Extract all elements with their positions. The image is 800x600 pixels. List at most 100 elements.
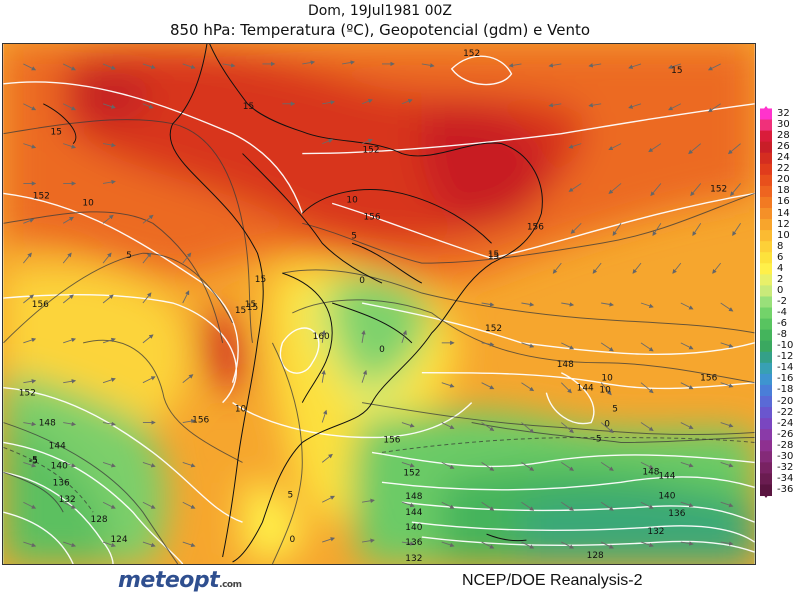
color-scale-label: -6: [777, 318, 787, 330]
color-scale-swatch: [760, 384, 772, 397]
color-scale-swatch: [760, 340, 772, 353]
color-scale-bottom-arrow: [760, 490, 772, 498]
color-scale-swatch: [760, 163, 772, 176]
color-scale-swatch: [760, 351, 772, 364]
color-scale-swatch: [760, 285, 772, 297]
color-scale-label: -8: [777, 329, 787, 341]
geopotential-label: 156: [192, 416, 209, 426]
color-scale-label: 12: [777, 218, 790, 230]
geopotential-label: 156: [363, 212, 380, 222]
color-scale-swatch: [760, 307, 772, 320]
freezing-contours: [3, 436, 755, 513]
color-scale-label: -34: [777, 472, 794, 484]
color-scale-swatch: [760, 429, 772, 441]
temperature-label: 5: [287, 490, 293, 500]
geopotential-label: 140: [405, 523, 422, 533]
temperature-label: 10: [346, 195, 358, 205]
color-scale-swatch: [760, 152, 772, 165]
color-scale-label: 10: [777, 229, 790, 241]
geopotential-label: 160: [313, 332, 330, 342]
geopotential-label: 136: [53, 478, 70, 488]
color-scale-label: -32: [777, 461, 794, 473]
color-scale-label: -30: [777, 450, 794, 462]
geopotential-label: 144: [658, 471, 675, 481]
color-scale-label: -18: [777, 384, 794, 396]
geopotential-label: 136: [668, 509, 685, 519]
color-scale-label: -2: [777, 296, 787, 307]
geopotential-label: 144: [49, 441, 66, 451]
color-scale-label: -14: [777, 362, 794, 374]
color-scale-swatch: [760, 473, 772, 485]
temperature-label: -5: [593, 434, 602, 444]
coastlines: [43, 44, 543, 563]
color-scale-swatch: [760, 208, 772, 220]
color-scale-label: 2: [777, 273, 784, 285]
color-scale-swatch: [760, 119, 772, 132]
color-scale-label: -36: [777, 484, 794, 495]
geopotential-label: 148: [557, 360, 574, 370]
temperature-label: 10: [235, 405, 247, 415]
temperature-color-scale: [760, 106, 772, 498]
geopotential-label: 15: [671, 66, 682, 76]
geopotential-label: 15: [51, 128, 62, 138]
color-scale-label: 32: [777, 108, 790, 119]
geopotential-label: 124: [110, 535, 127, 545]
geopotential-label: 144: [577, 384, 594, 394]
geopotential-label: 148: [405, 492, 422, 502]
color-scale-label: -22: [777, 406, 794, 418]
geopotential-label: 15: [243, 102, 254, 112]
color-scale-label: 20: [777, 174, 790, 186]
color-scale-label: -12: [777, 351, 794, 363]
color-scale-label: 16: [777, 196, 790, 208]
color-scale-swatch: [760, 451, 772, 463]
temperature-label: -5: [29, 455, 38, 465]
color-scale-label: -28: [777, 439, 794, 451]
temperature-label: 5: [351, 231, 357, 241]
color-scale-label: -26: [777, 428, 794, 440]
geopotential-label: 152: [403, 468, 420, 478]
data-source-credit: NCEP/DOE Reanalysis-2: [462, 572, 643, 589]
temperature-label: 5: [612, 405, 618, 415]
color-scale-label: -4: [777, 307, 787, 319]
color-scale-label: 18: [777, 185, 790, 197]
geopotential-label: 152: [19, 389, 36, 399]
color-scale-label: -24: [777, 417, 794, 429]
geopotential-label: 15: [235, 306, 246, 316]
temperature-label: 15: [245, 300, 256, 310]
geopotential-label: 15: [255, 275, 266, 285]
color-scale-label: 6: [777, 251, 784, 263]
color-scale-swatch: [760, 407, 772, 419]
wind-vectors: [23, 60, 741, 549]
geopotential-label: 132: [59, 495, 76, 505]
color-scale-label: -10: [777, 340, 794, 352]
color-scale-swatch: [760, 196, 772, 209]
color-scale-swatch: [760, 362, 772, 375]
geopotential-label: 144: [405, 508, 422, 518]
geopotential-label: 152: [463, 49, 480, 59]
temperature-label: 10: [82, 198, 94, 208]
color-scale-swatch: [760, 263, 772, 275]
meteopt-logo: meteopt.com: [118, 568, 242, 593]
geopotential-label: 156: [527, 222, 544, 232]
color-scale-swatch: [760, 230, 772, 242]
color-scale-label: 22: [777, 163, 790, 175]
geopotential-label: 128: [587, 551, 604, 561]
temperature-label: 0: [379, 345, 385, 355]
color-scale-label: 0: [777, 284, 784, 296]
geopotential-label: 132: [405, 554, 422, 564]
temperature-field: [3, 44, 755, 564]
geopotential-label: 15: [247, 303, 258, 313]
color-scale-swatch: [760, 252, 772, 264]
color-scale-swatch: [760, 274, 772, 286]
temperature-label: 0: [289, 535, 295, 545]
color-scale-swatch: [760, 241, 772, 253]
color-scale-swatch: [760, 318, 772, 331]
map-title: Dom, 19Jul1981 00Z: [307, 3, 453, 19]
color-scale-swatch: [760, 396, 772, 408]
color-scale-label: 4: [777, 262, 784, 274]
color-scale-label: 28: [777, 130, 790, 142]
color-scale-swatch: [760, 185, 772, 198]
geopotential-label: 140: [51, 461, 68, 471]
map-subtitle: 850 hPa: Temperatura (ºC), Geopotencial …: [169, 21, 591, 39]
temperature-label: 5: [126, 251, 132, 261]
